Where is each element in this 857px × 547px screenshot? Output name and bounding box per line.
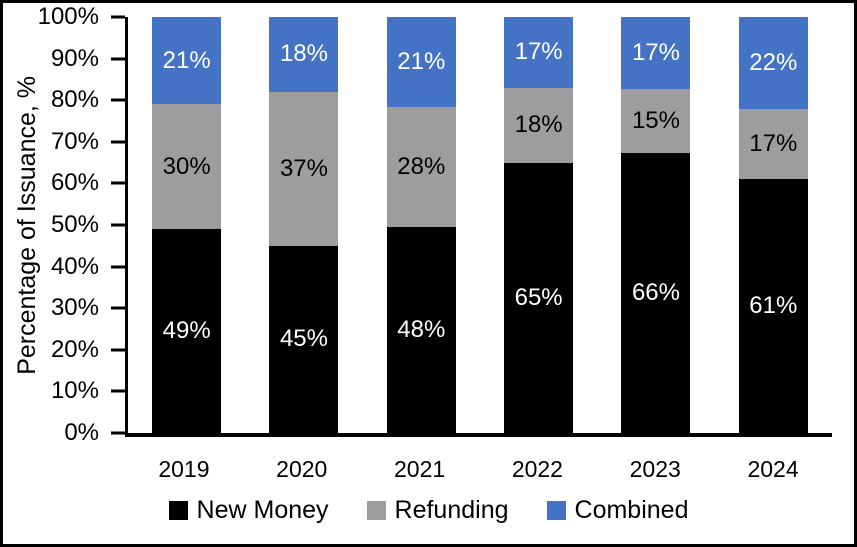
y-axis-ticks: 0% 10% 20% 30% 40% 50% 60% 70% 80% 90% 100%	[3, 4, 125, 446]
y-tick-label: 10%	[50, 377, 99, 405]
bar-segment-combined-2021: 21%	[386, 17, 456, 108]
bar-group-2019: 21% 30% 49%	[152, 17, 222, 433]
y-tick-mark	[111, 98, 125, 102]
bar-segment-new-money-2023: 66%	[621, 152, 691, 433]
bar-segment-combined-2022: 17%	[504, 17, 574, 88]
x-axis-labels: 2019 2020 2021 2022 2023 2024	[125, 451, 832, 487]
x-tick-label-2023: 2023	[629, 456, 681, 482]
data-label: 21%	[162, 46, 211, 74]
data-label: 65%	[514, 283, 563, 311]
y-tick-label: 70%	[50, 127, 99, 155]
data-label: 17%	[631, 39, 680, 67]
bar-slot-2022: 17% 18% 65%	[480, 17, 597, 433]
data-label: 49%	[162, 317, 211, 345]
y-tick-mark	[111, 389, 125, 393]
bar-slot-2019: 21% 30% 49%	[128, 17, 245, 433]
x-tick-label-2020: 2020	[276, 456, 328, 482]
y-tick-label: 0%	[64, 419, 99, 446]
data-label: 21%	[397, 48, 446, 76]
bar-segment-new-money-2021: 48%	[386, 227, 456, 433]
y-tick-mark	[111, 57, 125, 61]
y-tick-label: 50%	[50, 211, 99, 238]
data-label: 28%	[397, 153, 446, 181]
y-tick-mark	[111, 306, 125, 310]
y-tick-label: 90%	[50, 44, 99, 72]
y-tick-label: 60%	[50, 169, 99, 197]
bar-segment-new-money-2020: 45%	[269, 245, 339, 433]
y-tick-mark	[111, 348, 125, 352]
plot-area: 21% 30% 49% 18% 37% 45% 21% 28% 48% 17% 18% 65% 17% 1…	[125, 17, 832, 437]
bar-group-2020: 18% 37% 45%	[269, 17, 339, 433]
bar-segment-refunding-2022: 18%	[504, 87, 574, 163]
legend-item-refunding: Refunding	[366, 495, 509, 524]
bar-group-2024: 22% 17% 61%	[738, 17, 808, 433]
data-label: 48%	[397, 316, 446, 344]
data-label: 15%	[631, 106, 680, 134]
bar-segment-combined-2024: 22%	[738, 17, 808, 109]
legend-marker-combined-icon	[546, 500, 566, 520]
bar-segment-refunding-2019: 30%	[152, 104, 222, 230]
bar-segment-combined-2019: 21%	[152, 17, 222, 105]
data-label: 18%	[279, 40, 328, 68]
bar-segment-new-money-2019: 49%	[152, 229, 222, 433]
y-tick-mark	[111, 431, 125, 435]
data-label: 61%	[749, 292, 798, 320]
y-tick-mark	[111, 223, 125, 227]
data-label: 45%	[279, 325, 328, 353]
legend-item-new-money: New Money	[168, 495, 329, 524]
bar-segment-refunding-2024: 17%	[738, 108, 808, 180]
bar-segment-refunding-2021: 28%	[386, 107, 456, 228]
bar-slot-2020: 18% 37% 45%	[245, 17, 362, 433]
bar-group-2022: 17% 18% 65%	[504, 17, 574, 433]
y-tick-mark	[111, 15, 125, 19]
data-label: 37%	[279, 154, 328, 182]
y-tick-label: 40%	[50, 252, 99, 280]
legend-label: Refunding	[394, 495, 509, 524]
data-label: 18%	[514, 111, 563, 139]
x-tick-label-2019: 2019	[158, 456, 210, 482]
legend-marker-new-money-icon	[168, 500, 188, 520]
legend-label: Combined	[574, 495, 689, 524]
data-label: 22%	[749, 48, 798, 76]
x-tick-label-2024: 2024	[747, 456, 799, 482]
bar-segment-combined-2023: 17%	[621, 17, 691, 90]
bar-segment-refunding-2023: 15%	[621, 89, 691, 153]
legend-item-combined: Combined	[546, 495, 689, 524]
y-tick-label: 20%	[50, 335, 99, 363]
y-tick-mark	[111, 181, 125, 185]
y-tick-mark	[111, 140, 125, 144]
bar-group-2023: 17% 15% 66%	[621, 17, 691, 433]
bar-series-area: 21% 30% 49% 18% 37% 45% 21% 28% 48% 17% 18% 65% 17% 1…	[128, 17, 832, 433]
legend-label: New Money	[196, 495, 329, 524]
y-tick-mark	[111, 265, 125, 269]
bar-slot-2021: 21% 28% 48%	[363, 17, 480, 433]
bar-group-2021: 21% 28% 48%	[386, 17, 456, 433]
data-label: 30%	[162, 152, 211, 180]
y-tick-label: 30%	[50, 294, 99, 322]
legend-marker-refunding-icon	[366, 500, 386, 520]
y-tick-label: 80%	[50, 86, 99, 114]
legend: New Money Refunding Combined	[3, 489, 854, 531]
bar-slot-2023: 17% 15% 66%	[597, 17, 714, 433]
x-tick-label-2021: 2021	[393, 456, 446, 482]
data-label: 66%	[631, 278, 680, 306]
bar-segment-new-money-2024: 61%	[738, 179, 808, 433]
data-label: 17%	[749, 129, 798, 157]
data-label: 17%	[514, 38, 563, 66]
y-tick-label: 100%	[37, 3, 99, 30]
bar-slot-2024: 22% 17% 61%	[715, 17, 832, 433]
x-tick-label-2022: 2022	[511, 456, 563, 482]
bar-segment-refunding-2020: 37%	[269, 91, 339, 246]
bar-segment-new-money-2022: 65%	[504, 162, 574, 433]
bar-segment-combined-2020: 18%	[269, 17, 339, 92]
